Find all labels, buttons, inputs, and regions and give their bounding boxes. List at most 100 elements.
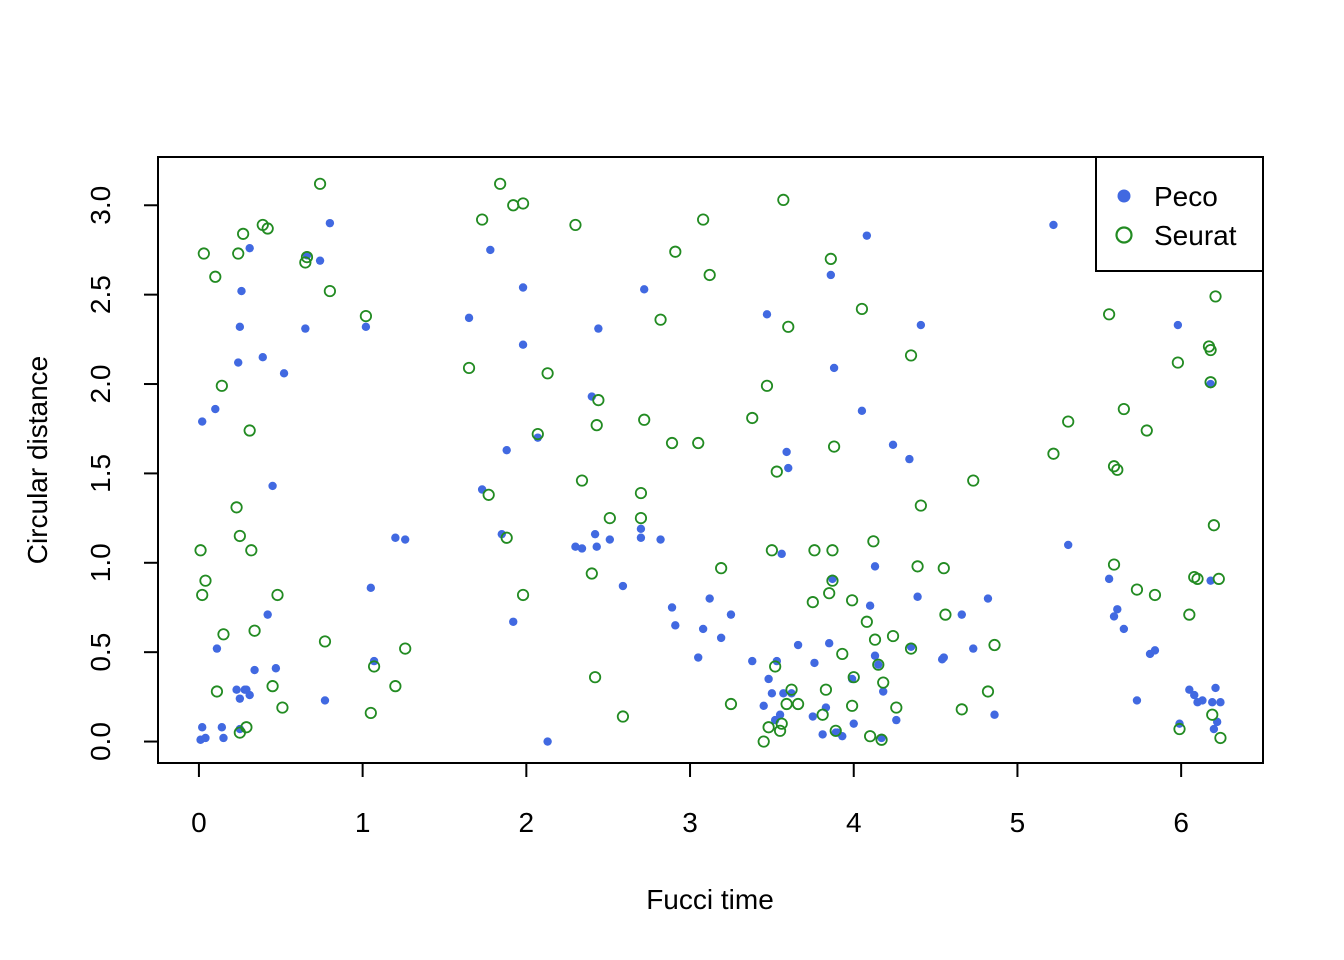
peco-point: [211, 404, 220, 414]
peco-point: [543, 737, 552, 746]
peco-point: [775, 710, 785, 719]
seurat-point: [791, 697, 805, 711]
peco-point: [315, 256, 325, 265]
peco-point: [594, 324, 603, 333]
seurat-point: [199, 574, 212, 587]
seurat-point: [665, 436, 679, 450]
peco-point: [705, 594, 714, 603]
x-tick-label: 0: [191, 807, 207, 838]
peco-point: [808, 712, 818, 721]
seurat-point: [261, 222, 274, 235]
peco-point: [502, 445, 511, 455]
seurat-point: [271, 588, 284, 602]
y-tick-label: 3.0: [85, 186, 116, 225]
x-tick-label: 1: [355, 807, 371, 838]
peco-point: [870, 651, 880, 660]
peco-point: [698, 624, 708, 634]
peco-point: [1049, 220, 1058, 230]
points-layer: [194, 177, 1227, 748]
peco-point: [916, 320, 926, 330]
peco-point: [990, 710, 999, 719]
peco-point: [325, 218, 335, 228]
peco-point: [268, 481, 277, 491]
seurat-point: [588, 671, 602, 684]
peco-point: [671, 621, 680, 630]
seurat-point: [1062, 415, 1075, 428]
seurat-point: [860, 615, 873, 628]
seurat-point: [955, 703, 968, 716]
seurat-point: [816, 708, 829, 721]
peco-point: [258, 353, 267, 362]
seurat-point: [638, 413, 651, 426]
legend-seurat-label: Seurat: [1154, 220, 1237, 251]
seurat-point: [757, 735, 770, 748]
seurat-point: [500, 531, 513, 544]
seurat-point: [777, 193, 790, 207]
peco-point: [1150, 646, 1160, 655]
seurat-point: [847, 671, 860, 684]
seurat-point: [1107, 460, 1121, 473]
x-axis: 0 1 2 3 4 5 6: [191, 762, 1189, 838]
peco-point: [748, 656, 757, 666]
seurat-point: [762, 721, 775, 734]
seurat-point: [237, 227, 250, 240]
peco-point: [957, 610, 966, 619]
peco-point: [782, 447, 791, 457]
seurat-point: [769, 660, 782, 673]
x-axis-label: Fucci time: [646, 884, 774, 915]
peco-point: [219, 733, 228, 743]
peco-point: [250, 665, 259, 675]
peco-point: [1198, 696, 1207, 705]
seurat-point: [1204, 343, 1217, 357]
seurat-point: [243, 424, 256, 437]
y-tick-label: 1.5: [85, 454, 116, 493]
seurat-point: [364, 706, 377, 720]
peco-point: [198, 723, 207, 732]
peco-point: [1211, 683, 1220, 693]
peco-point: [605, 535, 615, 544]
seurat-point: [516, 197, 530, 210]
peco-point: [1216, 698, 1225, 707]
peco-point: [618, 581, 628, 591]
y-tick-label: 0.0: [85, 722, 116, 761]
peco-point: [879, 687, 888, 696]
peco-point: [577, 544, 587, 553]
seurat-point: [724, 697, 738, 711]
peco-point: [1185, 685, 1194, 694]
seurat-point: [245, 544, 258, 557]
seurat-point: [494, 177, 507, 190]
peco-point: [829, 363, 839, 373]
seurat-point: [654, 313, 667, 326]
peco-point: [245, 243, 254, 253]
y-tick-label: 1.0: [85, 543, 116, 582]
peco-point: [667, 603, 677, 612]
peco-point: [361, 322, 371, 332]
peco-point: [824, 639, 834, 648]
seurat-point: [1148, 588, 1162, 602]
peco-point: [1109, 612, 1119, 621]
peco-point: [1119, 624, 1129, 634]
peco-point: [1132, 696, 1142, 705]
seurat-point: [827, 440, 841, 453]
seurat-point: [1214, 731, 1227, 745]
peco-point: [862, 231, 872, 240]
peco-point: [762, 310, 772, 319]
seurat-point: [988, 638, 1001, 652]
peco-point: [983, 594, 993, 603]
seurat-point: [826, 544, 839, 557]
peco-point: [592, 542, 601, 551]
x-tick-label: 2: [519, 807, 535, 838]
peco-point: [1190, 690, 1199, 700]
series-seurat: [194, 177, 1227, 748]
seurat-point: [318, 635, 332, 648]
peco-point: [279, 369, 289, 378]
peco-point: [849, 719, 858, 728]
peco-point: [640, 285, 649, 294]
peco-point: [1173, 320, 1183, 330]
seurat-point: [1183, 608, 1196, 621]
seurat-point: [746, 411, 759, 425]
peco-point: [857, 406, 867, 416]
seurat-point: [232, 247, 245, 260]
seurat-point: [937, 562, 950, 575]
